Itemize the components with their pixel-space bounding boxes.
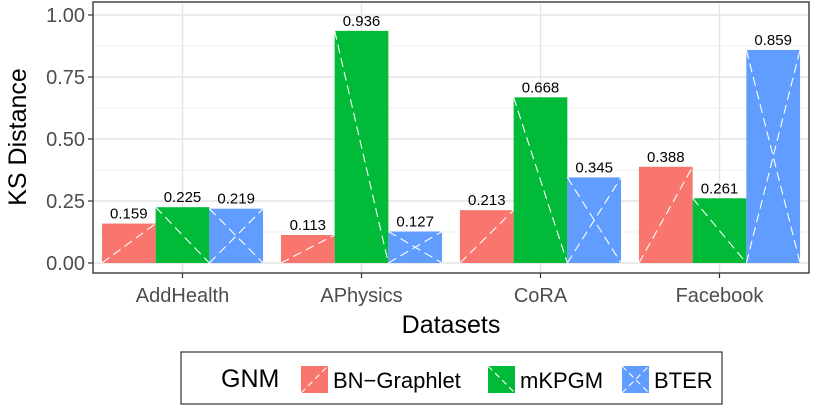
legend-label: BN−Graphlet [333,368,461,393]
plot-panel-border [92,1,810,274]
bar-value-label: 0.261 [701,180,739,197]
x-tick-label: APhysics [320,285,402,307]
legend-label: BTER [654,368,713,393]
y-tick-label: 0.00 [46,253,85,275]
y-tick-label: 0.50 [46,129,85,151]
bar-value-label: 0.213 [468,192,506,209]
x-axis-title: Datasets [402,311,501,339]
legend: GNM BN−Graphlet mKPGM BTER [180,351,723,405]
bar-value-label: 0.113 [290,217,326,234]
y-tick-label: 0.25 [46,191,85,213]
bar-value-label: 0.127 [396,214,434,231]
x-tick-label: CoRA [514,285,568,307]
y-axis-title: KS Distance [4,68,32,206]
bar-pattern-line [638,166,694,264]
bar-pattern-line [208,208,264,264]
bar-pattern-line [101,223,156,264]
bar-pattern-line [745,49,801,264]
x-tick-label: Facebook [676,285,765,307]
bar-pattern-line [692,197,747,264]
y-tick-label: 1.00 [46,5,85,27]
bar [155,207,210,263]
bar-pattern-line [388,231,443,264]
bar-pattern-line [745,49,801,264]
bar-value-label: 0.936 [343,13,381,30]
legend-title: GNM [221,365,279,393]
legend-key-pattern [487,365,516,394]
bars [101,30,801,264]
bar-value-label: 0.225 [164,189,202,206]
bar-pattern-line [513,97,568,264]
x-axis: AddHealth APhysics CoRA Facebook [136,273,765,307]
bar-pattern-line [208,208,264,264]
bar-value-label: 0.388 [647,149,685,166]
bar-pattern-line [155,206,210,264]
bar-pattern-line [334,30,389,264]
data-labels: 0.159 0.113 0.213 0.388 0.225 0.936 0.668 0.261… [110,13,792,234]
y-tick-label: 0.75 [46,67,85,89]
legend-key-pattern [300,365,329,394]
bar-value-label: 0.159 [110,206,148,223]
bar-pattern-line [280,234,335,264]
bar-pattern-line [459,209,515,264]
x-tick-label: AddHealth [136,285,229,307]
bar-pattern-line [566,177,622,264]
bar-value-label: 0.859 [754,32,792,49]
legend-key-pattern [621,365,650,394]
legend-key-pattern [621,365,650,394]
bar-value-label: 0.345 [575,159,613,176]
bar-value-label: 0.219 [217,191,255,208]
bar-value-label: 0.668 [522,79,560,96]
y-axis: 0.00 0.25 0.50 0.75 1.00 [46,5,93,275]
legend-label: mKPGM [520,368,603,393]
